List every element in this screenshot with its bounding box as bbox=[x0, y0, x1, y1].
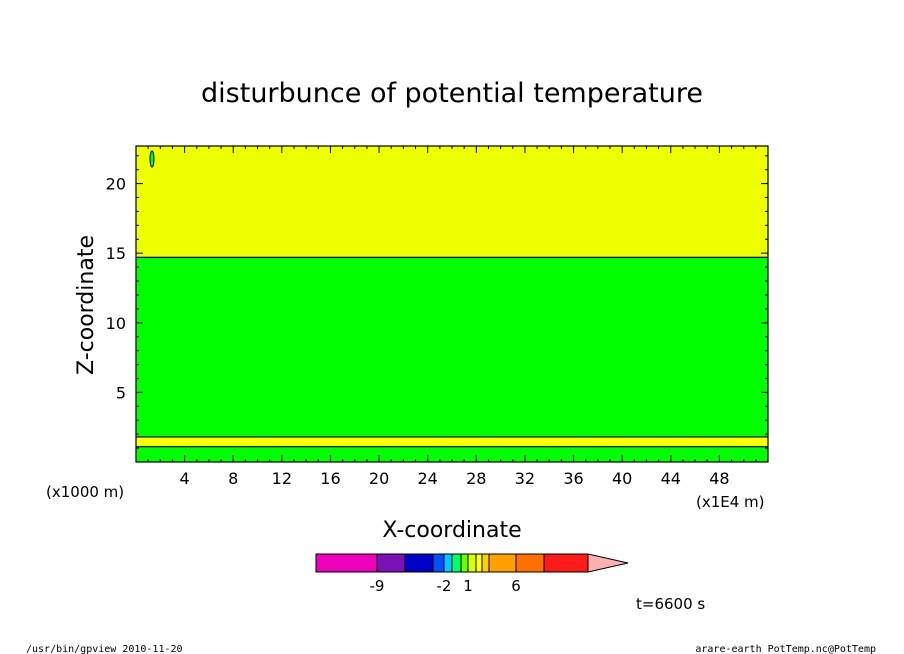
colorbar-segment bbox=[488, 553, 517, 573]
x-tick-label: 16 bbox=[320, 469, 340, 488]
y-axis-label: Z-coordinate bbox=[74, 235, 99, 375]
colorbar-segment bbox=[451, 553, 462, 573]
colorbar-segment bbox=[543, 553, 589, 573]
colorbar-segment bbox=[515, 553, 545, 573]
colorbar-label: -9 bbox=[370, 577, 385, 595]
x-unit-right: (x1E4 m) bbox=[696, 493, 765, 511]
colorbar-segment bbox=[443, 553, 453, 573]
chart-title: disturbunce of potential temperature bbox=[201, 78, 703, 109]
contour-band bbox=[136, 146, 768, 258]
contour-blob bbox=[149, 150, 155, 168]
time-label: t=6600 s bbox=[636, 595, 705, 613]
y-tick-label: 20 bbox=[106, 175, 126, 194]
x-tick-label: 24 bbox=[418, 469, 438, 488]
colorbar-segment bbox=[432, 553, 445, 573]
y-tick-label: 5 bbox=[116, 383, 126, 402]
x-tick-label: 12 bbox=[272, 469, 292, 488]
colorbar-segment bbox=[404, 553, 434, 573]
x-tick-label: 32 bbox=[515, 469, 535, 488]
x-tick-label: 48 bbox=[709, 469, 729, 488]
footer-left: /usr/bin/gpview 2010-11-20 bbox=[26, 644, 183, 654]
colorbar-segment bbox=[481, 553, 490, 573]
contour-band bbox=[136, 257, 768, 437]
colorbar-label: -2 bbox=[437, 577, 452, 595]
x-axis: 4 8 12 16 20 24 28 32 36 40 44 48 bbox=[147, 146, 757, 488]
x-tick-label: 40 bbox=[612, 469, 632, 488]
colorbar-segment bbox=[460, 553, 469, 573]
plot-area bbox=[135, 145, 769, 463]
colorbar-arrow bbox=[587, 553, 629, 573]
contour-band bbox=[136, 446, 768, 462]
y-tick-label: 15 bbox=[106, 244, 126, 263]
colorbar-label: 6 bbox=[511, 577, 521, 595]
x-tick-label: 20 bbox=[369, 469, 389, 488]
contour-band bbox=[136, 436, 768, 447]
y-tick-label: 10 bbox=[106, 314, 126, 333]
y-axis: 5 10 15 20 bbox=[106, 155, 768, 449]
x-unit-left: (x1000 m) bbox=[46, 483, 124, 501]
x-axis-label: X-coordinate bbox=[382, 518, 521, 543]
colorbar-segment bbox=[467, 553, 477, 573]
x-tick-label: 44 bbox=[661, 469, 681, 488]
colorbar: -9 -2 1 6 bbox=[315, 553, 629, 595]
colorbar-segment bbox=[315, 553, 378, 573]
colorbar-segment bbox=[475, 553, 483, 573]
x-tick-label: 4 bbox=[180, 469, 190, 488]
footer-right: arare-earth_PotTemp.nc@PotTemp bbox=[695, 644, 876, 654]
x-tick-label: 28 bbox=[466, 469, 486, 488]
x-tick-label: 36 bbox=[563, 469, 583, 488]
colorbar-segment bbox=[376, 553, 406, 573]
x-tick-label: 8 bbox=[228, 469, 238, 488]
colorbar-label: 1 bbox=[463, 577, 473, 595]
